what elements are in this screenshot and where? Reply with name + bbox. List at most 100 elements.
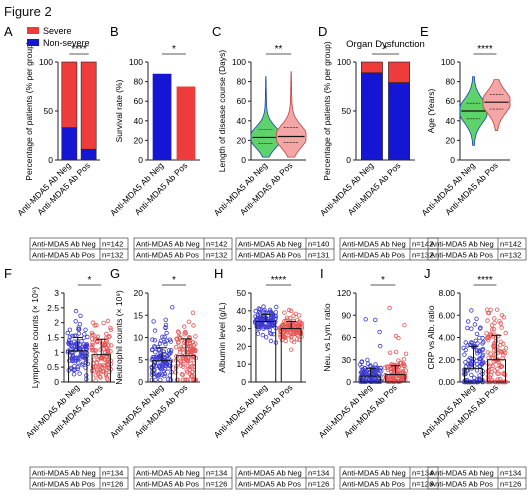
data-point: [497, 319, 502, 324]
data-point: [93, 364, 98, 369]
data-point: [492, 368, 497, 373]
data-point: [495, 377, 500, 382]
data-point: [152, 345, 158, 350]
n-table-count: n=126: [500, 480, 521, 489]
y-tick-label: 100: [39, 57, 53, 67]
y-tick-label: 2: [54, 318, 59, 328]
legend-label: Non-severe: [43, 38, 90, 48]
data-point: [185, 363, 191, 369]
data-point: [185, 358, 191, 363]
violin: [482, 79, 511, 131]
data-point: [485, 338, 491, 343]
data-point: [193, 355, 199, 361]
data-point: [463, 340, 468, 345]
n-table-count: n=132: [206, 251, 227, 260]
data-point: [253, 308, 258, 314]
significance-label: *: [384, 44, 388, 55]
data-point: [84, 376, 89, 382]
data-point: [70, 333, 75, 339]
n-table-count: n=126: [206, 480, 227, 489]
data-point: [257, 322, 262, 327]
data-point: [67, 334, 73, 340]
data-point: [150, 337, 155, 342]
data-point: [108, 343, 114, 348]
data-point: [291, 313, 296, 318]
data-point: [475, 377, 480, 382]
data-point: [479, 361, 484, 366]
data-point: [77, 322, 83, 327]
data-point: [156, 364, 161, 369]
data-point: [373, 362, 378, 367]
bar: [152, 73, 172, 160]
data-point: [90, 342, 95, 348]
y-tick-label: 4.00: [438, 333, 455, 343]
data-point: [90, 364, 96, 369]
y-tick-label: 0: [346, 155, 351, 165]
significance-label: *: [381, 275, 385, 286]
data-point: [160, 334, 165, 339]
panel-A: A 0 50 100 Percentage of patients (% per gro…: [4, 24, 129, 261]
n-table-group: Anti-MDA5 Ab Neg: [430, 469, 494, 478]
data-point: [74, 358, 79, 363]
data-point: [488, 331, 493, 336]
data-point: [163, 355, 168, 361]
data-point: [271, 332, 276, 337]
data-point: [375, 365, 380, 370]
data-point: [179, 372, 185, 377]
data-point: [393, 333, 399, 339]
data-point: [186, 337, 191, 342]
panel-G: G 0 5 10 15 20 Neutrophil counts (× 10⁹) * Anti-…: [108, 266, 233, 490]
legend-label: Severe: [43, 26, 72, 36]
data-point: [488, 351, 493, 356]
data-point: [108, 325, 113, 331]
data-point: [491, 327, 497, 332]
n-table-group: Anti-MDA5 Ab Neg: [136, 469, 200, 478]
data-point: [394, 349, 399, 355]
y-tick-label: 0.5: [47, 362, 59, 372]
data-point: [490, 327, 495, 332]
data-point: [74, 347, 79, 353]
data-point: [274, 304, 279, 310]
y-tick-label: 90: [342, 310, 352, 320]
data-point: [282, 310, 287, 315]
data-point: [163, 359, 168, 364]
data-point: [396, 358, 401, 363]
data-point: [162, 371, 167, 377]
y-tick-label: 10: [134, 333, 144, 343]
y-tick-label: 0: [450, 155, 455, 165]
data-point: [173, 358, 179, 363]
bar-non-severe: [61, 127, 78, 161]
data-point: [286, 324, 291, 329]
data-point: [492, 332, 497, 337]
n-table-group: Anti-MDA5 Ab Pos: [136, 480, 199, 489]
data-point: [151, 368, 156, 373]
panel-letter: E: [420, 24, 429, 39]
y-tick-label: 40: [237, 116, 247, 126]
data-point: [103, 363, 108, 368]
data-point: [71, 372, 77, 377]
n-table-group: Anti-MDA5 Ab Pos: [238, 251, 301, 260]
n-table-count: n=142: [412, 240, 433, 249]
data-point: [90, 320, 96, 325]
data-point: [484, 331, 489, 336]
data-point: [104, 367, 109, 372]
data-point: [289, 334, 294, 339]
data-point: [65, 330, 70, 336]
data-point: [475, 351, 480, 356]
data-point: [397, 371, 403, 377]
figure-title: Figure 2: [4, 4, 52, 19]
data-point: [273, 314, 278, 319]
data-point: [97, 374, 103, 379]
data-point: [485, 318, 490, 323]
data-point: [492, 316, 497, 321]
panel-D: D 0 50 100 Percentage of patients (% per gro…: [318, 24, 439, 261]
y-tick-label: 20: [237, 135, 247, 145]
panel-letter: G: [110, 266, 120, 281]
data-point: [465, 343, 470, 348]
panel-letter: C: [212, 24, 221, 39]
significance-label: ****: [477, 275, 493, 286]
data-point: [269, 310, 274, 315]
n-table-group: Anti-MDA5 Ab Pos: [238, 480, 301, 489]
x-tick-label: Anti-MDA5 Ab Pos: [346, 160, 403, 217]
